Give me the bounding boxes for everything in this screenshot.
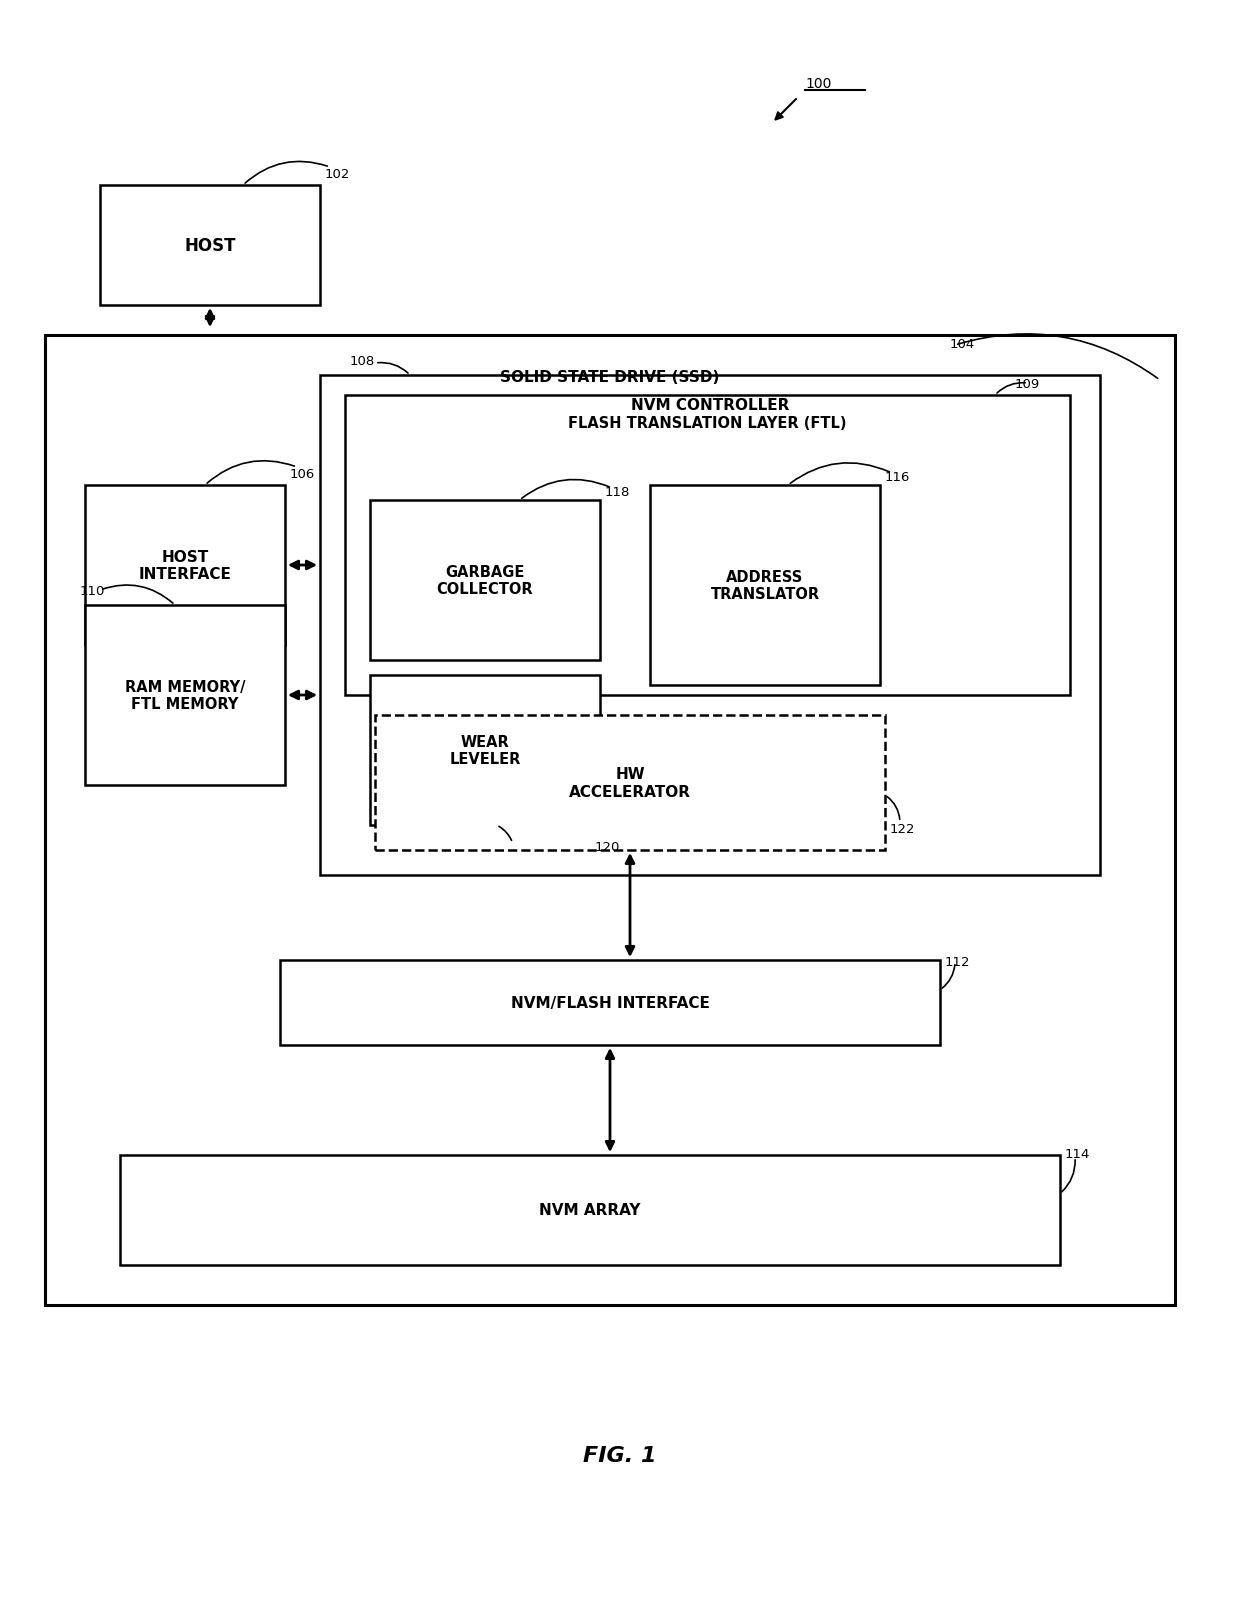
FancyBboxPatch shape xyxy=(370,501,600,661)
Text: NVM/FLASH INTERFACE: NVM/FLASH INTERFACE xyxy=(511,995,709,1011)
Text: SOLID STATE DRIVE (SSD): SOLID STATE DRIVE (SSD) xyxy=(500,371,719,385)
Text: 106: 106 xyxy=(290,467,315,481)
Text: 104: 104 xyxy=(950,337,975,351)
FancyBboxPatch shape xyxy=(650,486,880,685)
FancyBboxPatch shape xyxy=(86,605,285,785)
FancyBboxPatch shape xyxy=(320,376,1100,875)
Text: NVM ARRAY: NVM ARRAY xyxy=(539,1202,641,1218)
Text: NVM CONTROLLER: NVM CONTROLLER xyxy=(631,398,789,412)
Text: HOST
INTERFACE: HOST INTERFACE xyxy=(139,549,232,583)
Text: 110: 110 xyxy=(81,584,105,597)
Text: 118: 118 xyxy=(605,486,630,499)
Text: HOST: HOST xyxy=(185,238,236,255)
Text: GARBAGE
COLLECTOR: GARBAGE COLLECTOR xyxy=(436,565,533,597)
Text: 108: 108 xyxy=(350,355,376,368)
Text: 122: 122 xyxy=(890,822,915,836)
Text: ADDRESS
TRANSLATOR: ADDRESS TRANSLATOR xyxy=(711,570,820,602)
Text: FLASH TRANSLATION LAYER (FTL): FLASH TRANSLATION LAYER (FTL) xyxy=(568,416,847,432)
Text: 120: 120 xyxy=(595,841,620,854)
FancyBboxPatch shape xyxy=(345,396,1070,695)
Text: 116: 116 xyxy=(885,470,910,483)
Text: WEAR
LEVELER: WEAR LEVELER xyxy=(449,735,521,767)
Text: RAM MEMORY/
FTL MEMORY: RAM MEMORY/ FTL MEMORY xyxy=(125,679,246,711)
FancyBboxPatch shape xyxy=(45,335,1176,1305)
FancyBboxPatch shape xyxy=(100,186,320,307)
FancyBboxPatch shape xyxy=(280,960,940,1045)
Text: HW
ACCELERATOR: HW ACCELERATOR xyxy=(569,767,691,799)
Text: FIG. 1: FIG. 1 xyxy=(583,1444,657,1465)
FancyBboxPatch shape xyxy=(86,486,285,645)
Text: 112: 112 xyxy=(945,955,971,968)
Text: 102: 102 xyxy=(325,169,351,181)
Text: 100: 100 xyxy=(805,77,831,91)
Text: 109: 109 xyxy=(1016,377,1040,390)
Text: 114: 114 xyxy=(1065,1148,1090,1160)
FancyBboxPatch shape xyxy=(370,676,600,825)
FancyBboxPatch shape xyxy=(374,716,885,851)
FancyBboxPatch shape xyxy=(120,1156,1060,1265)
